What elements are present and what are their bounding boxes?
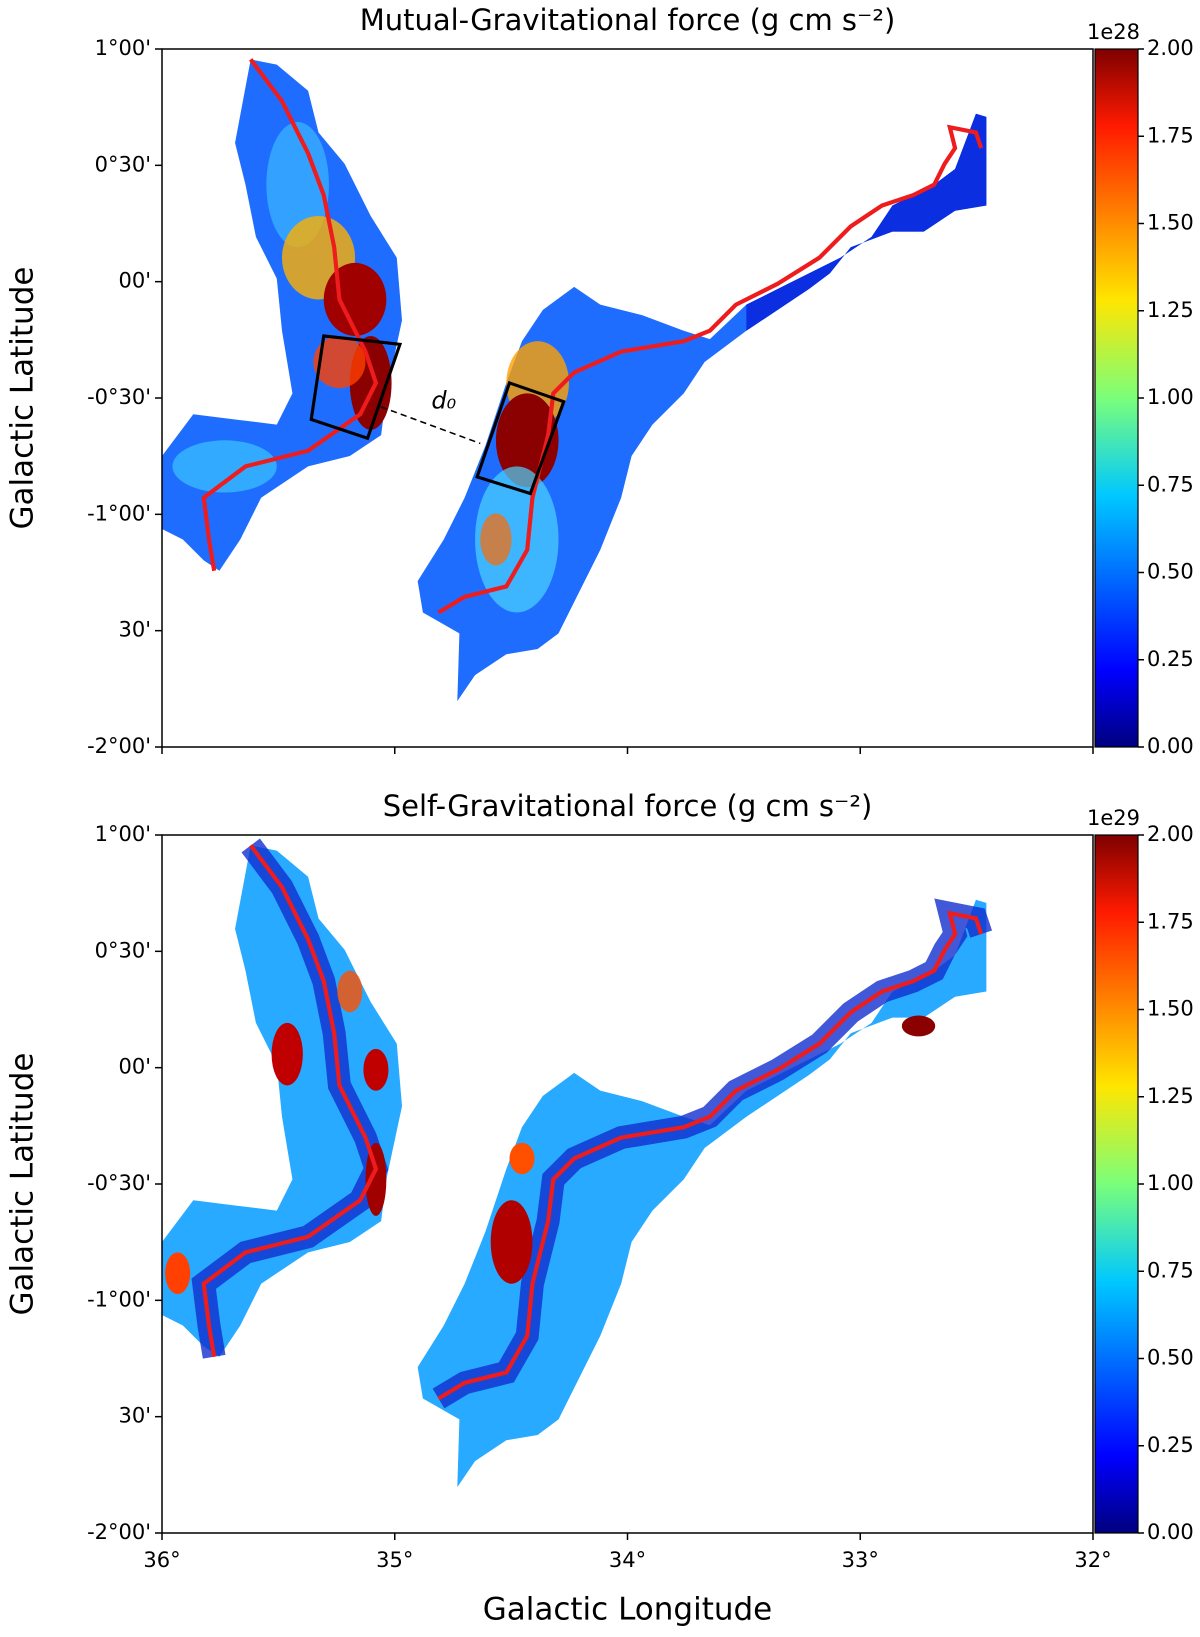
colorbar bbox=[1094, 48, 1139, 748]
chart-title: Self-Gravitational force (g cm s⁻²) bbox=[383, 789, 873, 823]
colorbar-tick-label: 2.00 bbox=[1147, 822, 1194, 846]
x-axis-label: Galactic Longitude bbox=[483, 1592, 773, 1628]
colorbar-tick-label: 1.75 bbox=[1147, 909, 1194, 933]
colorbar-tick-label: 0.25 bbox=[1147, 1433, 1194, 1457]
y-tick-label: 00' bbox=[119, 269, 152, 293]
colorbar-tick-label: 2.00 bbox=[1147, 36, 1194, 60]
x-tick-label: 36° bbox=[143, 1548, 180, 1572]
annotation: d₀ bbox=[431, 387, 456, 415]
colorbar-tick-label: 1.50 bbox=[1147, 997, 1194, 1021]
x-tick-label: 32° bbox=[1074, 1548, 1111, 1572]
y-axis-label: Galactic Latitude bbox=[5, 1053, 41, 1316]
y-tick-label: -2°00' bbox=[87, 734, 151, 758]
colorbar-tick-label: 1.50 bbox=[1147, 211, 1194, 235]
y-tick-label: -0°30' bbox=[87, 385, 151, 409]
colorbar-label: 1e28 bbox=[1087, 20, 1140, 44]
chart-title: Mutual-Gravitational force (g cm s⁻²) bbox=[360, 3, 896, 37]
map-top bbox=[162, 59, 987, 702]
colorbar-tick-label: 0.00 bbox=[1147, 734, 1194, 758]
colorbar-label: 1e29 bbox=[1087, 806, 1140, 830]
y-tick-label: 0°30' bbox=[95, 938, 151, 962]
colorbar-tick-label: 1.75 bbox=[1147, 123, 1194, 147]
y-tick-label: -2°00' bbox=[87, 1520, 151, 1544]
x-tick-label: 33° bbox=[842, 1548, 879, 1572]
y-tick-label: -0°30' bbox=[87, 1171, 151, 1195]
y-tick-label: 30' bbox=[119, 618, 152, 642]
y-tick-label: -1°00' bbox=[87, 501, 151, 525]
y-tick-label: 1°00' bbox=[95, 822, 151, 846]
colorbar-tick-label: 1.25 bbox=[1147, 298, 1194, 322]
colorbar-tick-label: 0.50 bbox=[1147, 560, 1194, 584]
y-tick-label: 0°30' bbox=[95, 152, 151, 176]
map-bottom bbox=[162, 845, 986, 1488]
y-tick-label: 1°00' bbox=[95, 36, 151, 60]
y-tick-label: -1°00' bbox=[87, 1287, 151, 1311]
colorbar-tick-label: 1.00 bbox=[1147, 1171, 1194, 1195]
y-tick-label: 30' bbox=[119, 1404, 152, 1428]
y-tick-label: 00' bbox=[119, 1055, 152, 1079]
x-tick-label: 34° bbox=[609, 1548, 646, 1572]
colorbar-tick-label: 0.75 bbox=[1147, 472, 1194, 496]
x-tick-label: 35° bbox=[376, 1548, 413, 1572]
colorbar-tick-label: 1.25 bbox=[1147, 1084, 1194, 1108]
colorbar-tick-label: 0.75 bbox=[1147, 1258, 1194, 1282]
colorbar-tick-label: 1.00 bbox=[1147, 385, 1194, 409]
colorbar bbox=[1094, 834, 1139, 1534]
y-axis-label: Galactic Latitude bbox=[5, 267, 41, 530]
colorbar-tick-label: 0.50 bbox=[1147, 1346, 1194, 1370]
colorbar-tick-label: 0.00 bbox=[1147, 1520, 1194, 1544]
colorbar-tick-label: 0.25 bbox=[1147, 647, 1194, 671]
